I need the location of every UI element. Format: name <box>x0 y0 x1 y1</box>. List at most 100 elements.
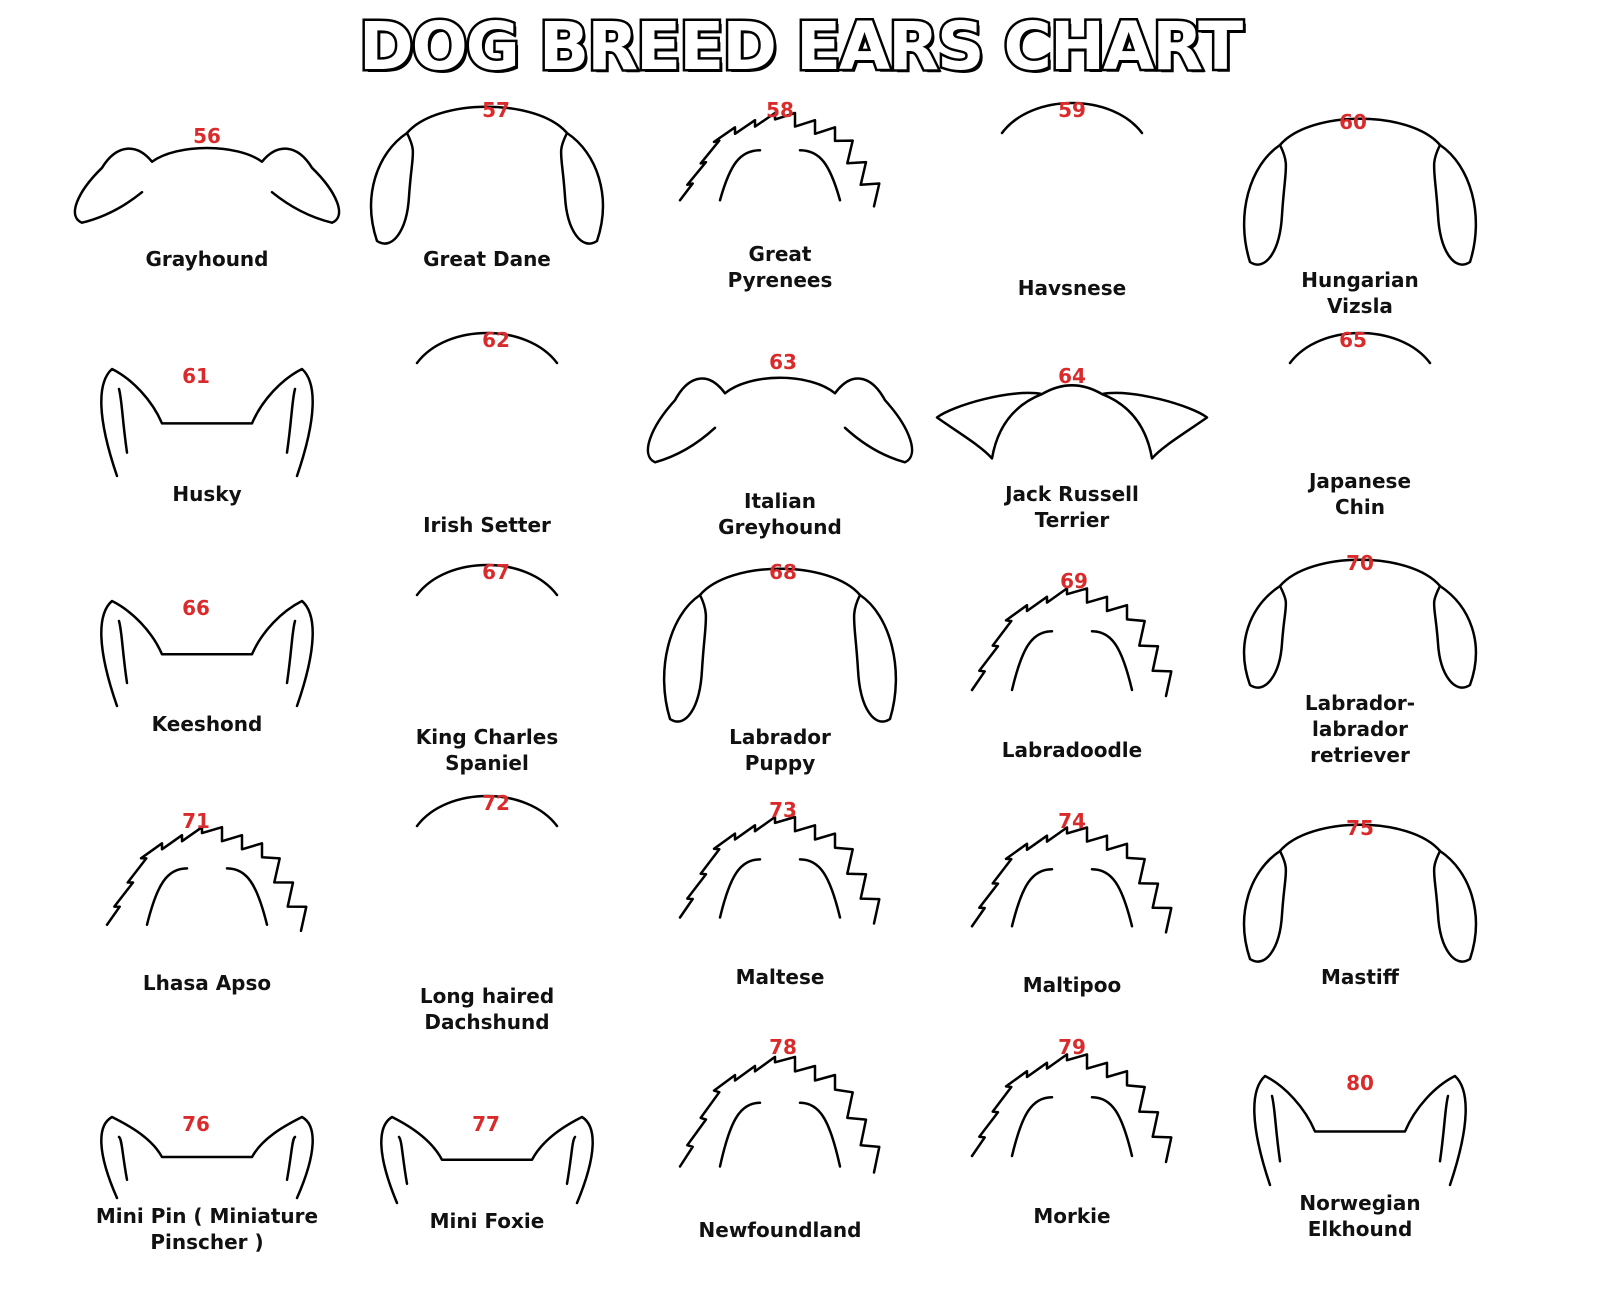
breed-cell <box>1210 1066 1510 1266</box>
breed-number: 76 <box>182 1112 210 1136</box>
rose-ear-icon <box>646 376 914 464</box>
breed-label: Jack Russell Terrier <box>1005 482 1139 532</box>
ear-outline <box>1253 1074 1467 1187</box>
breed-label: Morkie <box>1033 1204 1111 1228</box>
ear-outline <box>678 1055 881 1174</box>
erect-ear-icon <box>100 1115 314 1200</box>
ear-outline <box>678 815 881 925</box>
breed-cell <box>1210 105 1510 305</box>
ear-outline <box>1242 558 1478 689</box>
breed-number: 65 <box>1339 328 1367 352</box>
drop-ear-icon <box>1242 823 1478 963</box>
breed-cell <box>57 119 357 319</box>
breed-label: Mastiff <box>1321 965 1399 989</box>
breed-cell <box>1210 811 1510 1011</box>
breed-cell <box>922 804 1222 1004</box>
breed-cell <box>922 1030 1222 1230</box>
breed-number: 79 <box>1058 1035 1086 1059</box>
breed-cell <box>57 1107 357 1307</box>
breed-cell <box>57 804 357 1004</box>
breed-cell <box>922 564 1222 764</box>
breed-cell <box>337 786 637 986</box>
breed-cell <box>337 555 637 755</box>
feathered-ear-icon <box>415 794 559 828</box>
breed-number: 70 <box>1346 551 1374 575</box>
erect-ear-icon <box>380 1115 594 1205</box>
erect-ear-icon <box>100 599 314 708</box>
ear-outline <box>970 1053 1173 1164</box>
feathered-ear-icon <box>415 563 559 597</box>
ear-outline <box>415 331 559 365</box>
breed-label: Labrador Puppy <box>729 725 831 775</box>
breed-number: 73 <box>769 798 797 822</box>
fluffy-ear-icon <box>105 825 308 933</box>
fluffy-ear-icon <box>970 826 1173 934</box>
breed-number: 75 <box>1346 816 1374 840</box>
breed-number: 59 <box>1058 98 1086 122</box>
breed-label: Japanese Chin <box>1308 469 1412 519</box>
breed-cell <box>630 93 930 293</box>
breed-label: Mini Pin ( Miniature Pinscher ) <box>95 1204 319 1254</box>
ear-outline <box>1242 117 1478 266</box>
breed-number: 72 <box>482 791 510 815</box>
breed-number: 57 <box>482 98 510 122</box>
breed-label: Hungarian Vizsla <box>1301 268 1419 318</box>
breed-cell <box>1210 323 1510 523</box>
breed-number: 67 <box>482 560 510 584</box>
drop-ear-icon <box>1242 117 1478 266</box>
ear-outline <box>935 384 1209 460</box>
breed-label: Maltese <box>735 965 825 989</box>
breed-cell <box>922 359 1222 559</box>
breed-label: Lhasa Apso <box>142 971 272 995</box>
breed-cell <box>57 591 357 791</box>
breed-label: Havsnese <box>1017 276 1127 300</box>
ear-outline <box>662 567 898 723</box>
breed-number: 66 <box>182 596 210 620</box>
ear-outline <box>73 146 341 224</box>
drop-ear-icon <box>1242 558 1478 689</box>
breed-cell <box>57 359 357 559</box>
breed-number: 56 <box>193 124 221 148</box>
erect-ear-icon <box>100 367 314 478</box>
breed-label: Newfoundland <box>698 1218 862 1242</box>
breed-cell <box>337 323 637 523</box>
breed-number: 69 <box>1060 569 1088 593</box>
breed-cell <box>337 93 637 293</box>
breed-label: Great Pyrenees <box>727 242 833 292</box>
breed-label: Long haired Dachshund <box>419 984 555 1034</box>
rose-ear-icon <box>73 146 341 224</box>
breed-cell <box>630 793 930 993</box>
breed-label: Grayhound <box>145 247 269 271</box>
ear-outline <box>415 794 559 828</box>
breed-number: 71 <box>182 809 210 833</box>
breed-number: 61 <box>182 364 210 388</box>
breed-cell <box>630 555 930 755</box>
drop-ear-icon <box>369 105 605 245</box>
ear-outline <box>100 367 314 478</box>
breed-label: Mini Foxie <box>429 1209 545 1233</box>
breed-number: 60 <box>1339 110 1367 134</box>
ear-outline <box>100 1115 314 1200</box>
breed-label: Norwegian Elkhound <box>1299 1191 1421 1241</box>
breed-number: 78 <box>769 1035 797 1059</box>
ear-outline <box>1242 823 1478 963</box>
ear-outline <box>1288 331 1432 365</box>
breed-number: 68 <box>769 560 797 584</box>
chart-title: DOG BREED EARS CHART <box>356 6 1245 88</box>
breed-number: 63 <box>769 350 797 374</box>
ear-outline <box>415 563 559 597</box>
breed-cell <box>922 93 1222 293</box>
ear-outline <box>678 111 881 208</box>
ear-outline <box>1000 101 1144 135</box>
breed-label: King Charles Spaniel <box>415 725 559 775</box>
fluffy-ear-icon <box>678 815 881 925</box>
ear-outline <box>105 825 308 933</box>
ear-outline <box>970 826 1173 934</box>
breed-label: Husky <box>172 482 242 506</box>
fluffy-ear-icon <box>678 1055 881 1174</box>
breed-number: 58 <box>766 98 794 122</box>
erect-ear-icon <box>1253 1074 1467 1187</box>
fluffy-ear-icon <box>970 587 1173 698</box>
fluffy-ear-icon <box>678 111 881 208</box>
breed-label: Maltipoo <box>1022 973 1122 997</box>
